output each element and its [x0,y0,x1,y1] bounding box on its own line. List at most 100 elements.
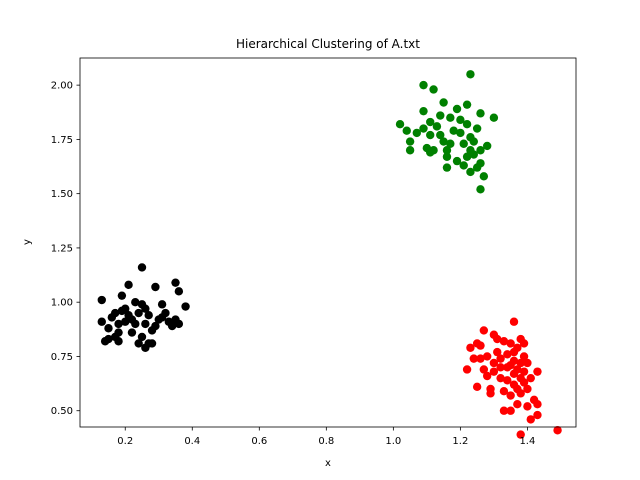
data-point [121,317,130,326]
data-point [402,126,411,135]
data-point [147,339,157,348]
data-point [452,104,462,114]
data-point [476,109,485,118]
data-point [476,159,485,168]
data-point [439,98,448,107]
data-point [405,137,415,146]
y-tick-label: 1.75 [51,135,73,146]
data-point [137,263,147,272]
data-point [496,354,505,363]
data-point [523,402,532,411]
x-tick-label: 0.2 [117,436,133,447]
data-point [462,120,472,129]
data-point [506,339,515,348]
y-tick-label: 1.50 [51,189,73,200]
data-point [97,295,106,305]
data-point [459,139,468,148]
data-point [124,280,133,290]
data-point [523,358,532,368]
data-point [496,373,505,383]
data-point [446,139,455,148]
data-point [516,389,525,398]
data-point [174,319,184,329]
data-point [476,354,485,363]
data-point [509,317,519,326]
data-point [419,80,428,90]
data-point [141,304,150,313]
data-point [412,128,422,138]
data-point [174,287,184,296]
data-point [476,185,485,194]
data-point [432,122,442,131]
chart-title: Hierarchical Clustering of A.txt [236,37,420,51]
data-point [526,415,535,424]
data-point [157,300,167,309]
data-point [503,350,512,359]
data-point [523,384,532,394]
data-point [144,311,153,320]
data-point [553,426,562,435]
data-point [181,302,190,311]
data-point [509,356,519,365]
x-tick-label: 0.4 [184,436,200,447]
data-point [134,308,143,318]
data-point [482,371,492,381]
data-point [472,382,482,392]
y-tick-label: 0.50 [51,406,73,417]
y-tick-label: 0.75 [51,352,73,363]
data-point [104,334,113,344]
data-point [104,324,113,333]
data-point [436,130,445,140]
data-point [489,358,499,368]
data-point [479,326,489,335]
data-point [493,334,502,344]
data-point [516,430,525,439]
data-point [506,391,515,400]
data-point [469,137,478,146]
data-point [519,352,529,361]
data-point [482,352,492,361]
data-point [151,321,160,331]
data-point [489,367,499,376]
data-point [127,328,137,337]
data-point [533,410,542,420]
plot-area [80,58,576,427]
data-point [506,406,515,415]
data-point [449,126,458,135]
data-point [117,291,127,300]
data-point [533,367,542,376]
data-point [526,373,535,383]
data-point [496,363,505,372]
series-0 [97,263,190,352]
data-point [462,100,472,109]
data-point [426,117,435,127]
data-point [419,124,428,133]
data-point [131,319,140,329]
y-tick-label: 1.25 [51,243,73,254]
data-point [516,358,525,368]
data-point [151,282,160,292]
data-point [161,308,170,318]
x-axis-ticks: 0.2 0.4 0.6 0.8 1.0 1.2 1.4 [117,427,535,447]
data-point [476,146,485,155]
data-point [513,343,522,352]
data-point [456,128,465,138]
data-points [97,70,562,439]
data-point [131,297,140,307]
data-point [167,321,177,331]
data-point [459,161,468,170]
data-point [114,337,123,346]
data-point [533,400,542,409]
data-point [439,137,448,146]
data-point [503,376,512,385]
data-point [486,389,495,398]
data-point [469,354,478,363]
data-point [134,339,143,348]
y-tick-label: 2.00 [51,81,73,92]
data-point [110,308,120,318]
data-point [442,163,452,172]
data-point [121,304,130,313]
plot-frame [79,57,577,428]
data-point [466,70,475,79]
